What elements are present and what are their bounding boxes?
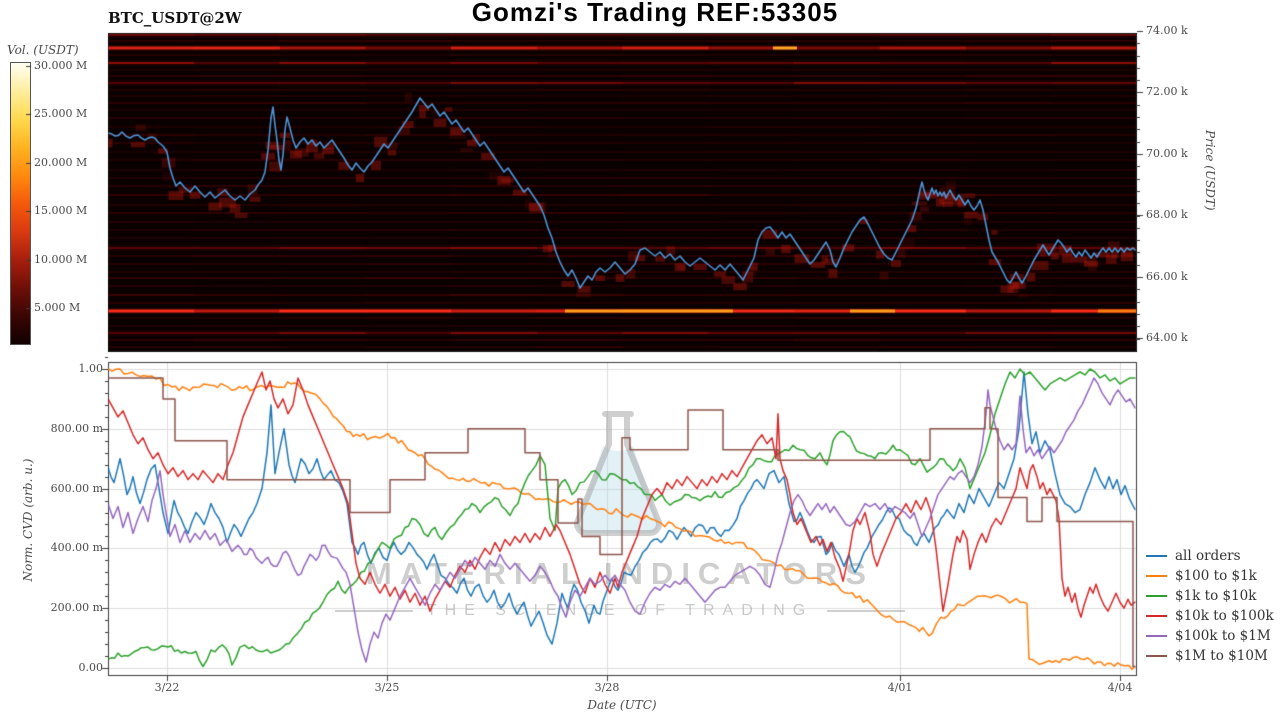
cvd-tick-label: 200.00 m — [50, 601, 103, 615]
colorbar-tick-label: 5.000 M — [34, 301, 81, 314]
cvd-tick-label: 0.00 — [78, 661, 104, 674]
date-tick-label: 4/04 — [1107, 681, 1133, 694]
legend-swatch-line — [1146, 614, 1167, 618]
legend-swatch-line — [1146, 574, 1167, 578]
price-tick-label: 66.00 k — [1146, 270, 1188, 283]
price-tick-label: 74.00 k — [1146, 24, 1188, 37]
legend-item: all orders — [1146, 546, 1274, 566]
legend-label: $1M to $10M — [1175, 648, 1268, 664]
price-tick-label: 68.00 k — [1146, 208, 1188, 221]
price-tick-label: 70.00 k — [1146, 147, 1188, 160]
date-tick-label: 3/25 — [374, 681, 400, 694]
volume-heatmap-canvas — [108, 33, 1137, 352]
cvd-tick-label: 600.00 m — [50, 481, 103, 495]
legend-swatch-line — [1146, 554, 1167, 558]
date-tick-label: 4/01 — [887, 681, 913, 694]
colorbar-tick-label: 30.000 M — [34, 59, 88, 72]
legend-label: $100k to $1M — [1175, 628, 1271, 644]
legend-item: $100 to $1k — [1146, 566, 1274, 586]
date-tick-label: 3/28 — [594, 681, 620, 694]
legend-swatch-line — [1146, 594, 1167, 598]
legend-label: $1k to $10k — [1175, 588, 1257, 604]
cvd-chart-canvas — [108, 362, 1137, 676]
price-tick-label: 64.00 k — [1146, 331, 1188, 344]
legend-item: $1M to $10M — [1146, 646, 1274, 666]
legend-label: $10k to $100k — [1175, 608, 1274, 624]
colorbar-tick-label: 25.000 M — [34, 107, 88, 120]
cvd-tick-label: 1.00 — [78, 362, 104, 375]
legend-swatch-line — [1146, 634, 1167, 638]
legend-label: $100 to $1k — [1175, 568, 1257, 584]
price-tick-label: 72.00 k — [1146, 85, 1188, 98]
legend: all orders $100 to $1k $1k to $10k $10k to … — [1146, 546, 1274, 666]
legend-item: $1k to $10k — [1146, 586, 1274, 606]
legend-item: $100k to $1M — [1146, 626, 1274, 646]
colorbar-tick-label: 10.000 M — [34, 253, 88, 266]
cvd-tick-label: 400.00 m — [50, 541, 103, 555]
legend-swatch-line — [1146, 654, 1167, 658]
legend-item: $10k to $100k — [1146, 606, 1274, 626]
colorbar-tick-label: 15.000 M — [34, 204, 88, 217]
date-tick-label: 3/22 — [154, 681, 180, 694]
cvd-tick-label: 800.00 m — [50, 421, 103, 435]
colorbar-tick-label: 20.000 M — [34, 156, 88, 169]
legend-label: all orders — [1175, 548, 1241, 564]
